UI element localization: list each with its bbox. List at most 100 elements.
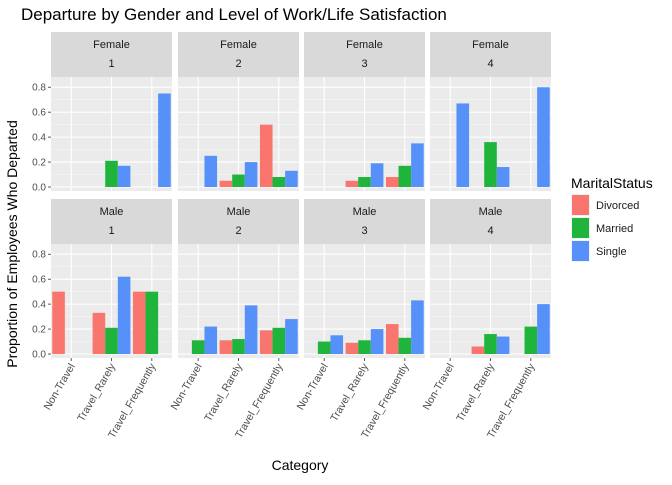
- x-tick-label: Travel_Rarely: [454, 361, 497, 424]
- bar-divorced: [471, 346, 485, 354]
- bar-single: [456, 103, 470, 187]
- x-tick-label: Non-Travel: [169, 362, 205, 413]
- facet-strip: [51, 199, 172, 244]
- legend-label: Divorced: [596, 200, 639, 212]
- legend-label: Single: [596, 246, 627, 258]
- bar-divorced: [259, 330, 273, 354]
- bar-single: [204, 155, 218, 187]
- bar-married: [105, 327, 118, 354]
- facet-strip-col-label: 4: [487, 58, 493, 70]
- facet-strip-row-label: Female: [220, 39, 257, 51]
- bar-single: [285, 319, 298, 354]
- legend-label: Married: [596, 223, 633, 235]
- facet-strip-col-label: 4: [487, 225, 493, 237]
- bar-married: [484, 334, 497, 354]
- bar-single: [537, 87, 550, 187]
- bar-married: [105, 160, 118, 187]
- facet-strip-row-label: Male: [353, 206, 377, 218]
- y-tick-label: 0.4: [32, 300, 46, 311]
- bar-married: [358, 340, 371, 354]
- y-tick-label: 0.4: [32, 133, 46, 144]
- bar-married: [524, 326, 538, 354]
- bar-single: [244, 305, 258, 354]
- bar-single: [537, 304, 550, 354]
- facet-strip: [304, 32, 425, 77]
- bar-divorced: [219, 180, 233, 187]
- bar-single: [285, 170, 298, 187]
- bar-married: [398, 337, 412, 354]
- facet-strip-col-label: 3: [361, 225, 367, 237]
- facet-strip: [430, 199, 551, 244]
- chart-title: Departure by Gender and Level of Work/Li…: [21, 5, 447, 24]
- y-tick-label: 0.2: [32, 325, 46, 336]
- bar-single: [411, 143, 424, 187]
- y-tick-label: 0.6: [32, 108, 46, 119]
- legend-key-married: [572, 218, 589, 238]
- bar-single: [158, 93, 171, 187]
- bar-single: [117, 165, 131, 187]
- bar-divorced: [385, 324, 399, 354]
- x-tick-label: Non-Travel: [421, 362, 457, 413]
- bar-divorced: [345, 180, 359, 187]
- facet-strip-row-label: Male: [100, 206, 124, 218]
- facet-strip-col-label: 2: [235, 225, 241, 237]
- x-tick-label: Non-Travel: [295, 362, 331, 413]
- facet-strip: [430, 32, 551, 77]
- bar-married: [232, 174, 245, 187]
- bar-married: [358, 177, 371, 187]
- bar-single: [244, 162, 258, 187]
- bar-single: [330, 335, 344, 354]
- y-tick-label: 0.0: [32, 350, 46, 361]
- bar-married: [145, 291, 159, 354]
- x-axis-label: Category: [272, 457, 329, 473]
- facet-strip: [304, 199, 425, 244]
- legend-key-single: [572, 241, 589, 261]
- legend-title: MaritalStatus: [571, 175, 653, 191]
- facet-strip-col-label: 3: [361, 58, 367, 70]
- bar-single: [117, 276, 131, 354]
- bar-divorced: [52, 291, 65, 354]
- y-tick-label: 0.6: [32, 275, 46, 286]
- y-tick-label: 0.8: [32, 83, 46, 94]
- panels-layer: Female 1 0.0 0.2 0.4 0.6 0.8 Female 2 Female 3 Fema…: [32, 32, 551, 440]
- bar-divorced: [92, 312, 106, 354]
- facet-strip-col-label: 1: [108, 58, 114, 70]
- bar-divorced: [345, 342, 359, 354]
- facet-strip-row-label: Female: [346, 39, 383, 51]
- facet-strip: [51, 32, 172, 77]
- y-tick-label: 0.0: [32, 183, 46, 194]
- facet-strip-row-label: Female: [93, 39, 130, 51]
- bar-married: [232, 339, 245, 354]
- x-tick-label: Travel_Rarely: [328, 361, 371, 424]
- bar-married: [484, 142, 497, 187]
- legend: MaritalStatus Divorced Married Single: [571, 175, 653, 262]
- y-tick-label: 0.2: [32, 158, 46, 169]
- facet-strip-row-label: Male: [479, 206, 503, 218]
- bar-married: [272, 327, 286, 354]
- facet-strip-col-label: 2: [235, 58, 241, 70]
- bar-divorced: [219, 340, 233, 354]
- bar-married: [398, 165, 412, 187]
- facet-strip-col-label: 1: [108, 225, 114, 237]
- y-axis-label: Proportion of Employees Who Departed: [4, 120, 20, 367]
- y-tick-label: 0.8: [32, 250, 46, 261]
- bar-single: [204, 326, 218, 354]
- bar-single: [496, 336, 510, 354]
- bar-divorced: [132, 291, 146, 354]
- bar-married: [191, 340, 205, 354]
- x-tick-label: Non-Travel: [42, 362, 78, 413]
- x-tick-label: Travel_Rarely: [75, 361, 118, 424]
- facet-strip-row-label: Female: [472, 39, 509, 51]
- bar-single: [411, 300, 424, 354]
- bar-divorced: [385, 177, 399, 187]
- bar-single: [370, 329, 384, 354]
- facet-strip: [178, 199, 299, 244]
- bar-married: [317, 341, 331, 354]
- bar-married: [272, 177, 286, 187]
- bar-single: [496, 167, 510, 187]
- bar-divorced: [259, 124, 273, 187]
- facet-strip: [178, 32, 299, 77]
- legend-key-divorced: [572, 195, 589, 215]
